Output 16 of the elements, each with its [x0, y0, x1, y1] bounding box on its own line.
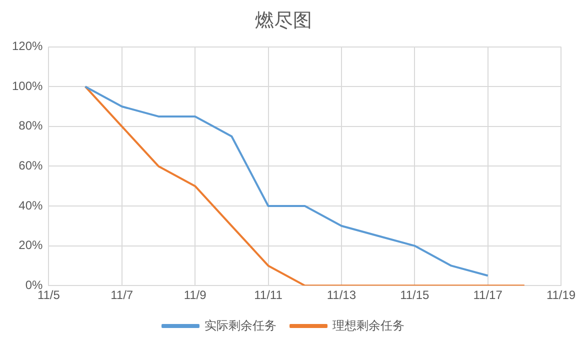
x-tick-label: 11/15 [400, 288, 430, 302]
y-tick-label: 20% [18, 238, 44, 252]
x-tick-label: 11/9 [184, 288, 207, 302]
chart-title: 燃尽图 [255, 9, 312, 32]
y-tick-label: 60% [18, 158, 44, 173]
y-tick-label: 80% [18, 118, 44, 133]
x-tick-label: 11/19 [546, 288, 576, 302]
x-tick-label: 11/7 [110, 288, 134, 302]
x-tick-label: 11/11 [254, 288, 283, 302]
x-tick-label: 11/17 [473, 288, 503, 302]
y-tick-label: 100% [12, 78, 44, 93]
y-tick-label: 40% [18, 198, 44, 212]
legend-label: 理想剩余任务 [332, 318, 404, 332]
x-tick-label: 11/13 [326, 288, 356, 302]
legend-label: 实际剩余任务 [204, 318, 276, 332]
y-tick-label: 120% [12, 39, 44, 54]
